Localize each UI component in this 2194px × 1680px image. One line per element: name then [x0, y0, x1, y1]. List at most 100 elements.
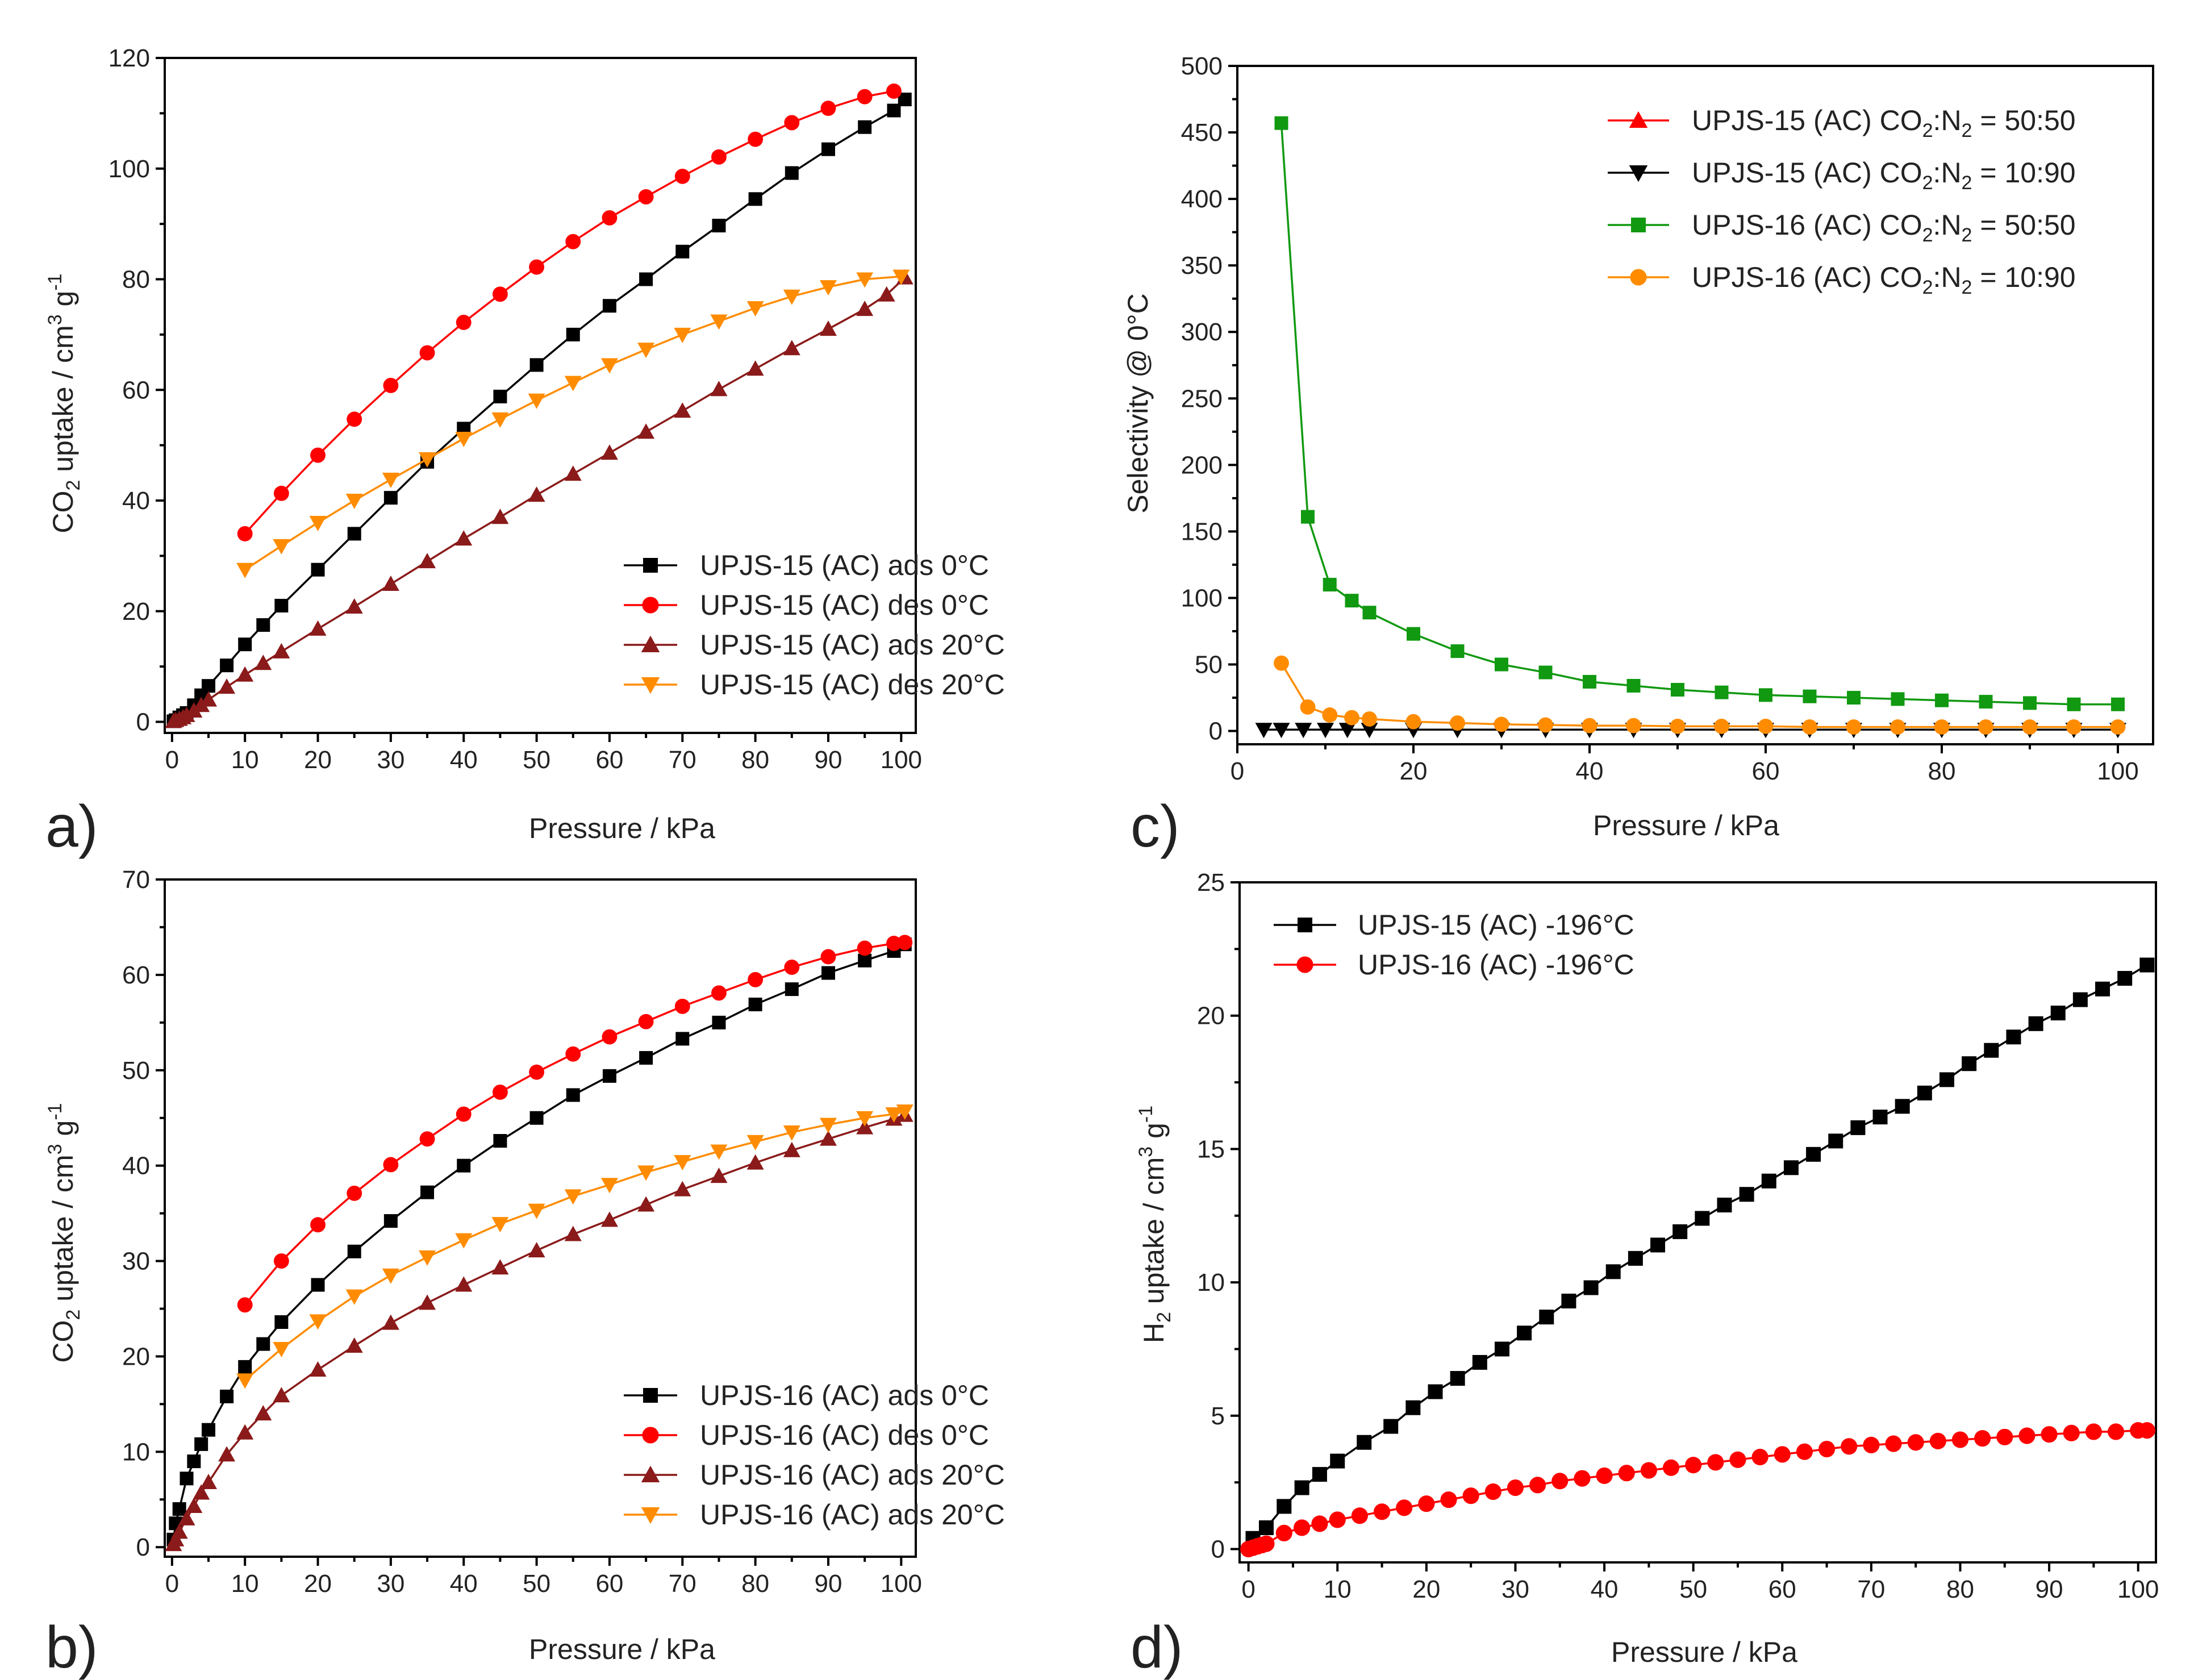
- data-point: [309, 1314, 327, 1330]
- x-tick-label: 40: [450, 746, 478, 774]
- data-point: [1841, 1438, 1858, 1455]
- data-point: [2072, 992, 2088, 1007]
- data-point: [491, 1259, 509, 1275]
- data-point: [710, 314, 728, 330]
- y-axis-title-part: Selectivity @ 0°C: [1122, 293, 1154, 514]
- plot-frame: [1236, 65, 2154, 745]
- data-point: [639, 272, 653, 286]
- legend-label-part: 2: [1922, 172, 1933, 194]
- x-tick-label: 60: [595, 1570, 623, 1598]
- y-tick-label: 10: [1197, 1269, 1225, 1297]
- data-point: [528, 1203, 545, 1219]
- series-line: [1280, 123, 2118, 706]
- data-point: [2006, 1029, 2021, 1045]
- x-tick-label: 0: [165, 746, 179, 774]
- data-point: [1450, 644, 1465, 658]
- data-point: [274, 1315, 289, 1329]
- data-point: [529, 358, 544, 372]
- y-tick-label: 100: [1181, 584, 1223, 612]
- legend-label-part: UPJS-16 (AC) ads 0°C: [700, 1379, 989, 1411]
- data-point: [1707, 1454, 1724, 1471]
- data-point: [1802, 719, 1817, 735]
- data-point: [347, 527, 361, 541]
- data-point: [273, 643, 290, 658]
- data-point: [345, 598, 363, 614]
- data-point: [1891, 692, 1905, 706]
- y-tick-label: 100: [109, 155, 150, 183]
- data-point: [236, 562, 254, 578]
- panel-c: 0 20 40 60 80 100 0 50 100 150 200 250 300 350 400 450 5…: [1122, 52, 2154, 860]
- panel-a: 0 10 20 30 40 50 60 70 80 90 100 0 20 40 60 80 100 120 Pre…: [44, 44, 1005, 860]
- data-point: [565, 1046, 581, 1062]
- data-point: [566, 327, 580, 341]
- data-point: [420, 1185, 435, 1199]
- legend-label-part: 2: [1962, 120, 1972, 141]
- data-point: [1428, 1384, 1443, 1399]
- data-point: [1383, 1419, 1399, 1434]
- x-tick-label: 60: [595, 746, 623, 774]
- data-point: [2041, 1426, 2058, 1443]
- data-point: [1650, 1237, 1666, 1253]
- data-point: [1405, 714, 1421, 729]
- x-tick-label: 60: [1752, 757, 1780, 785]
- legend-marker: [641, 1465, 660, 1482]
- data-point: [1828, 1133, 1843, 1149]
- legend-label-part: = 50:50: [1972, 209, 2075, 241]
- data-point: [200, 1474, 218, 1490]
- data-point: [202, 679, 216, 693]
- y-axis-title: H2 uptake / cm3 g-1: [1135, 1106, 1175, 1343]
- y-tick-label: 250: [1181, 385, 1223, 412]
- legend-label-part: UPJS-16 (AC) ads 20°C: [700, 1459, 1005, 1491]
- legend-label-part: UPJS-15 (AC) ads 0°C: [700, 549, 989, 581]
- data-point: [1405, 1400, 1421, 1415]
- data-point: [1662, 1459, 1680, 1476]
- data-point: [273, 1253, 289, 1269]
- legend-label-part: UPJS-15 (AC) ads 20°C: [700, 629, 1005, 661]
- y-tick-label: 0: [1211, 1536, 1225, 1564]
- data-point: [886, 83, 902, 99]
- data-point: [637, 1196, 655, 1212]
- y-tick-label: 50: [1195, 651, 1223, 679]
- data-point: [858, 953, 872, 968]
- data-point: [193, 1484, 210, 1500]
- data-point: [1538, 717, 1553, 733]
- plot-frame: [1238, 881, 2157, 1564]
- y-tick-label: 50: [122, 1057, 150, 1085]
- data-point: [784, 960, 800, 975]
- data-point: [455, 431, 473, 447]
- data-point: [255, 1405, 272, 1421]
- legend-marker: [643, 1388, 658, 1403]
- x-axis-title: Pressure / kPa: [1611, 1636, 1797, 1668]
- data-point: [1329, 1511, 1346, 1528]
- y-tick-label: 70: [122, 866, 150, 894]
- panel-d: 0 10 20 30 40 50 60 70 80 90 100 0 5 10 15 20 25 Pressure…: [1131, 869, 2159, 1680]
- x-tick-label: 50: [1679, 1575, 1707, 1603]
- data-point: [712, 219, 726, 233]
- data-point: [2095, 981, 2110, 997]
- data-point: [1255, 723, 1273, 739]
- data-point: [1274, 655, 1289, 671]
- data-point: [172, 1502, 186, 1516]
- legend-label-part: UPJS-15 (AC) -196°C: [1358, 909, 1634, 941]
- data-point: [1751, 1449, 1768, 1466]
- y-tick-label: 0: [136, 1533, 150, 1561]
- data-point: [1596, 1467, 1613, 1485]
- data-point: [2063, 1424, 2080, 1441]
- data-point: [256, 1337, 270, 1351]
- x-tick-label: 20: [1400, 757, 1428, 785]
- x-tick-label: 70: [1857, 1575, 1885, 1603]
- legend-marker: [641, 635, 660, 652]
- y-tick-label: 0: [136, 708, 150, 736]
- data-point: [1863, 1436, 1880, 1454]
- data-point: [200, 691, 218, 707]
- data-point: [383, 1214, 398, 1228]
- data-point: [311, 562, 325, 577]
- x-tick-label: 30: [377, 746, 404, 774]
- data-point: [1717, 1197, 1732, 1212]
- x-tick-label: 80: [741, 746, 769, 774]
- data-point: [892, 269, 910, 285]
- x-tick-label: 30: [1501, 1575, 1529, 1603]
- legend-label-part: 2: [1922, 224, 1933, 246]
- panel-b: 0 10 20 30 40 50 60 70 80 90 100 0 10 20 30 40 50 60 70 Pre…: [44, 866, 1005, 1680]
- data-point: [564, 1225, 582, 1241]
